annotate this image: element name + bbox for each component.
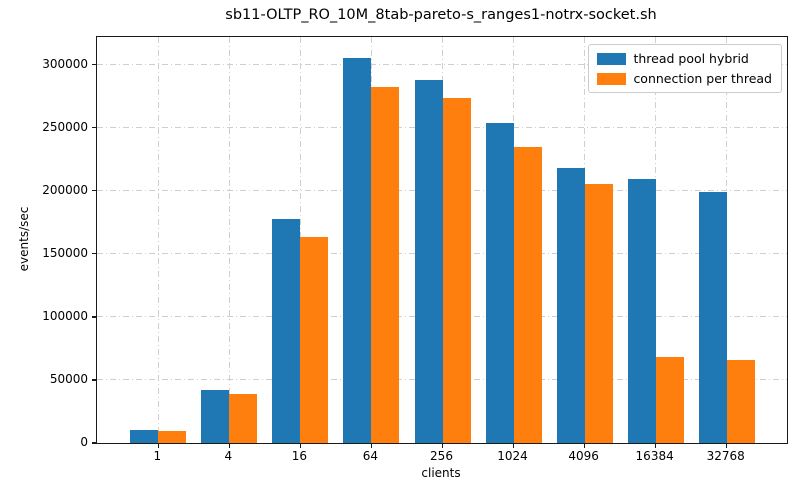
bar-thread-pool-hybrid-clients-32768 <box>698 192 727 443</box>
legend-entry-connection-per-thread: connection per thread <box>597 71 772 86</box>
x-tick-mark <box>726 443 728 448</box>
legend-label-connection-per-thread: connection per thread <box>633 71 772 86</box>
x-tick-label: 1024 <box>497 449 528 463</box>
legend-swatch-thread-pool-hybrid <box>597 52 627 65</box>
y-tick-label: 300000 <box>42 56 88 71</box>
y-tick-label: 100000 <box>42 308 88 323</box>
y-tick-mark <box>92 379 97 381</box>
x-tick-mark <box>441 443 444 448</box>
y-tick-label: 0 <box>80 435 88 449</box>
vgridline <box>157 37 159 443</box>
vgridline <box>726 37 728 443</box>
bar-connection-per-thread-clients-256 <box>442 97 471 443</box>
x-tick-mark <box>584 443 586 448</box>
x-tick-mark <box>157 443 159 448</box>
bar-connection-per-thread-clients-16 <box>300 236 329 443</box>
y-tick-mark <box>92 64 97 66</box>
bar-thread-pool-hybrid-clients-4 <box>201 390 230 443</box>
bar-thread-pool-hybrid-clients-1 <box>130 429 159 443</box>
x-tick-label: 1 <box>153 449 162 463</box>
y-tick-mark <box>92 316 97 318</box>
bar-connection-per-thread-clients-32768 <box>726 360 755 443</box>
bar-thread-pool-hybrid-clients-16384 <box>627 179 656 443</box>
bar-connection-per-thread-clients-1024 <box>513 147 542 443</box>
bar-connection-per-thread-clients-16384 <box>655 357 684 443</box>
x-tick-mark <box>299 443 301 448</box>
plot-area <box>92 36 788 448</box>
bar-thread-pool-hybrid-clients-4096 <box>556 168 585 443</box>
bar-connection-per-thread-clients-64 <box>371 86 400 443</box>
x-tick-mark <box>370 443 373 448</box>
bar-thread-pool-hybrid-clients-256 <box>414 79 443 443</box>
x-tick-label: 64 <box>362 449 379 463</box>
x-tick-label: 16384 <box>635 449 674 463</box>
y-tick-mark <box>92 127 97 129</box>
y-tick-label: 50000 <box>49 371 88 386</box>
x-axis-label: clients <box>421 466 461 480</box>
legend-entry-thread-pool-hybrid: thread pool hybrid <box>597 51 772 66</box>
legend-swatch-connection-per-thread <box>597 72 627 85</box>
vgridline <box>655 37 657 443</box>
x-tick-mark <box>655 443 657 448</box>
bar-connection-per-thread-clients-4096 <box>584 183 613 443</box>
x-tick-mark <box>228 443 230 448</box>
bar-thread-pool-hybrid-clients-1024 <box>485 122 514 443</box>
x-tick-label: 4096 <box>568 449 599 463</box>
y-tick-label: 200000 <box>42 182 88 197</box>
legend-label-thread-pool-hybrid: thread pool hybrid <box>633 51 749 66</box>
x-tick-label: 32768 <box>706 449 745 463</box>
bar-connection-per-thread-clients-1 <box>158 431 187 443</box>
y-tick-mark <box>92 253 97 255</box>
y-tick-mark <box>92 442 97 444</box>
y-tick-mark <box>92 190 97 192</box>
vgridline <box>228 37 230 443</box>
bar-thread-pool-hybrid-clients-16 <box>272 219 301 443</box>
y-tick-label: 250000 <box>42 119 88 134</box>
bar-connection-per-thread-clients-4 <box>229 393 258 443</box>
x-tick-label: 256 <box>430 449 453 463</box>
chart-title: sb11-OLTP_RO_10M_8tab-pareto-s_ranges1-n… <box>225 7 657 23</box>
legend: thread pool hybrid connection per thread <box>588 44 782 93</box>
y-axis-label: events/sec <box>17 206 31 272</box>
y-tick-label: 150000 <box>42 245 88 260</box>
x-tick-label: 4 <box>224 449 233 463</box>
x-tick-label: 16 <box>291 449 308 463</box>
x-tick-mark <box>512 443 515 448</box>
bar-thread-pool-hybrid-clients-64 <box>343 57 372 443</box>
